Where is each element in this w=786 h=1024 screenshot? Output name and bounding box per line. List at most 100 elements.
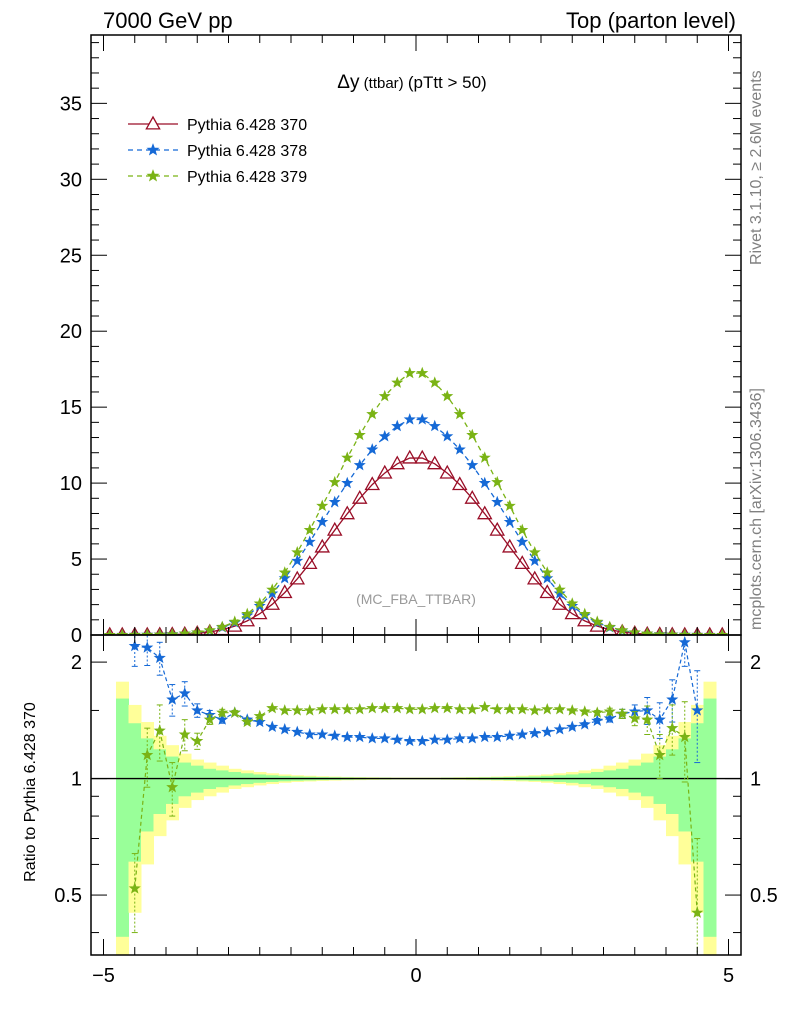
ratio-xtick-label: 0	[410, 965, 421, 987]
main-point-star	[566, 597, 579, 609]
main-point-star	[553, 587, 566, 599]
main-point-triangle	[439, 464, 456, 479]
main-point-star	[503, 499, 516, 512]
main-point-star	[403, 413, 416, 425]
main-point-star	[616, 623, 629, 635]
main-point-star	[578, 607, 591, 620]
ratio-point-star	[128, 882, 141, 894]
ratio-point-star	[553, 723, 566, 735]
main-point-star	[253, 597, 266, 609]
main-point-star	[541, 566, 554, 578]
ratio-point-star	[266, 701, 279, 714]
main-point-triangle	[564, 605, 581, 620]
band-inner-bin	[666, 749, 679, 814]
legend-label-1: Pythia 6.428 370	[187, 117, 307, 134]
main-point-star	[516, 523, 529, 536]
main-point-triangle	[401, 449, 418, 464]
legend: Pythia 6.428 370 Pythia 6.428 378 Pythia 6…	[128, 115, 307, 186]
main-point-triangle	[414, 449, 431, 464]
main-point-star	[278, 571, 291, 584]
main-point-triangle	[539, 584, 556, 599]
main-point-triangle	[451, 476, 468, 491]
main-point-star	[503, 515, 516, 528]
ratio-point-star	[653, 713, 666, 725]
band-inner-bin	[641, 762, 654, 797]
ratio-point-star	[253, 709, 266, 722]
main-point-triangle	[326, 521, 343, 536]
main-point-star	[303, 523, 316, 536]
ratio-point-star	[428, 733, 441, 745]
ratio-point-star	[466, 732, 479, 744]
ratio-point-star	[603, 705, 616, 717]
main-ytick-label: 10	[60, 473, 82, 495]
ratio-band	[91, 681, 741, 955]
ratio-point-star	[466, 702, 479, 715]
ratio-point-star	[141, 641, 154, 653]
main-point-star	[553, 583, 566, 595]
main-point-triangle	[339, 505, 356, 520]
main-point-star	[453, 443, 466, 455]
main-point-star	[341, 476, 354, 489]
main-point-star	[228, 615, 241, 627]
ratio-series-line-1	[134, 642, 698, 742]
header-left: 7000 GeV pp	[103, 8, 233, 33]
main-point-star	[703, 628, 716, 635]
main-point-star	[291, 546, 304, 558]
main-point-star	[453, 407, 466, 420]
band-inner-bin	[153, 749, 167, 814]
ratio-point-star	[191, 734, 204, 747]
ratio-point-star	[241, 715, 254, 728]
ratio-point-star	[641, 704, 654, 716]
ratio-point-star	[591, 714, 604, 726]
legend-marker-star	[146, 169, 160, 182]
ratio-point-star	[316, 702, 329, 715]
main-point-star	[266, 583, 279, 595]
main-point-triangle	[589, 617, 606, 632]
ratio-point-star	[503, 729, 516, 741]
main-point-triangle	[226, 617, 243, 632]
plot-title-main: Δy	[337, 72, 360, 93]
ratio-point-star	[153, 724, 166, 736]
ratio-point-star	[328, 702, 341, 715]
main-point-triangle	[264, 595, 281, 610]
main-ytick-label: 25	[60, 245, 82, 267]
ratio-point-star	[353, 730, 366, 743]
main-point-star	[528, 554, 541, 567]
ratio-series-line-2	[134, 706, 698, 913]
main-point-star	[653, 628, 666, 635]
main-point-star	[353, 428, 366, 441]
main-point-triangle	[251, 605, 268, 620]
main-point-star	[491, 475, 504, 488]
ratio-point-star	[341, 730, 354, 743]
rivet-caption: Rivet 3.1.10, ≥ 2.6M events	[748, 70, 765, 265]
main-point-star	[366, 407, 379, 420]
ratio-point-star	[516, 728, 529, 740]
main-series-line-1	[109, 457, 723, 635]
ratio-ytick-label-left: 0.5	[54, 885, 82, 907]
main-point-star	[378, 389, 391, 402]
ratio-point-star	[366, 732, 379, 744]
main-point-star	[303, 535, 316, 548]
main-point-star	[416, 366, 429, 379]
main-point-star	[528, 546, 541, 558]
main-point-star	[716, 628, 729, 635]
ratio-point-star	[691, 704, 704, 716]
main-point-star	[328, 475, 341, 488]
band-inner-bin	[116, 698, 129, 937]
ratio-point-star	[166, 693, 179, 705]
ratio-point-star	[616, 707, 629, 719]
ratio-point-star	[328, 729, 341, 741]
main-point-star	[178, 627, 191, 635]
ratio-point-star	[666, 693, 679, 705]
ratio-point-star	[528, 726, 541, 739]
legend-marker-triangle	[145, 115, 161, 130]
main-point-star	[466, 428, 479, 441]
ratio-point-star	[253, 715, 266, 728]
main-point-star	[103, 628, 116, 635]
legend-marker-star	[146, 143, 160, 156]
main-point-star	[316, 499, 329, 512]
main-point-star	[278, 566, 291, 578]
plot-title: Δy (ttbar) (pTtt > 50)	[337, 72, 486, 93]
ratio-point-star	[491, 702, 504, 715]
ratio-point-star	[653, 748, 666, 761]
